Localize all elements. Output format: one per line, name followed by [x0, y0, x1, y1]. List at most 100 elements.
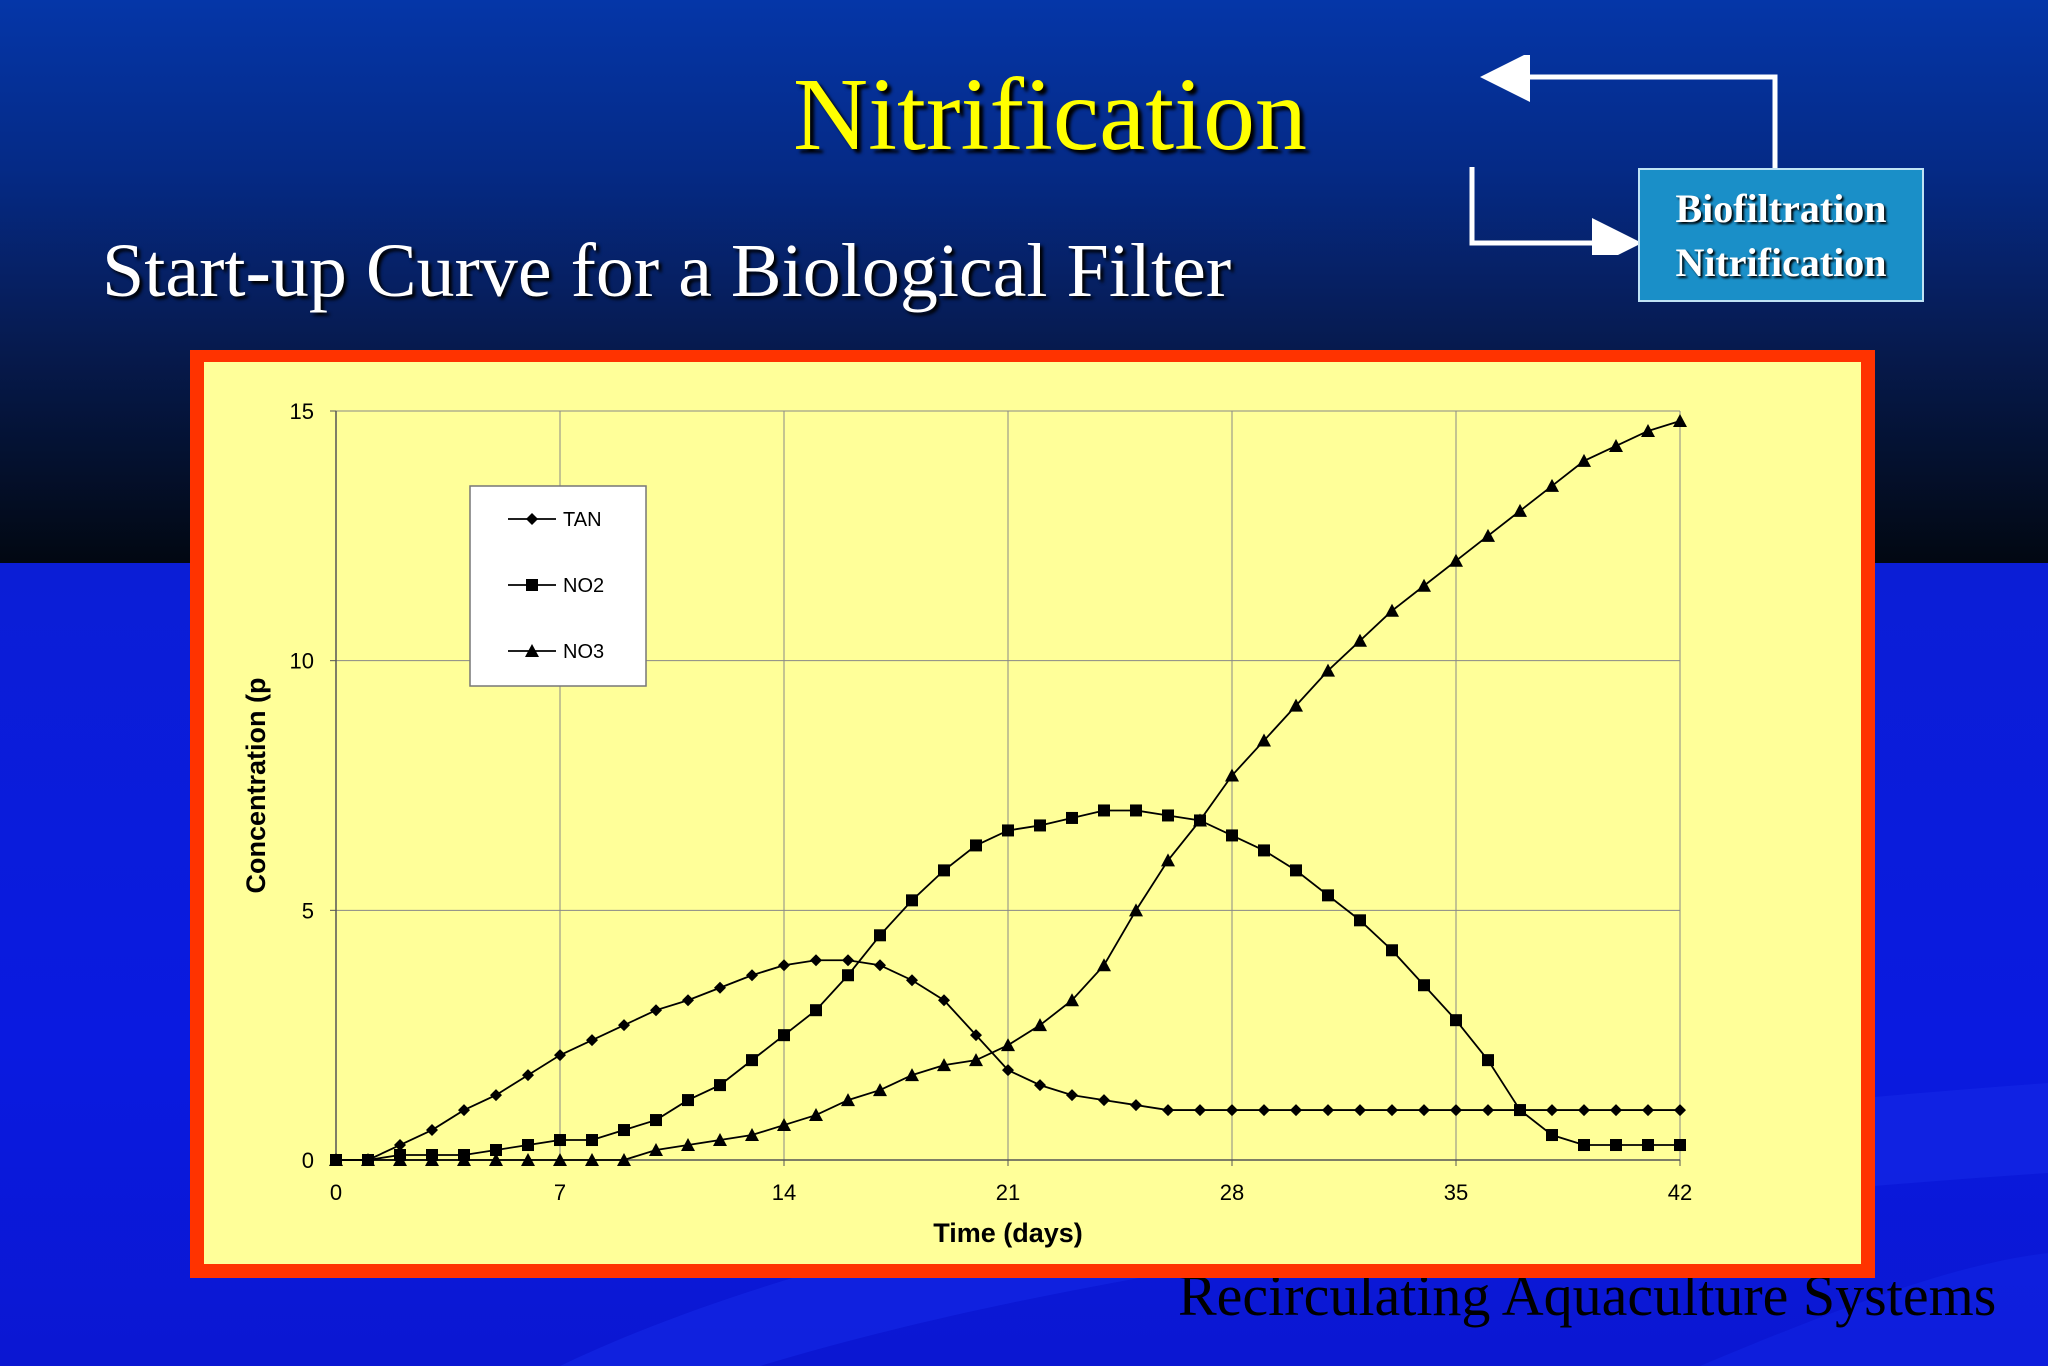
x-tick-label: 0: [330, 1180, 342, 1205]
data-point-tan: [1354, 1104, 1366, 1117]
data-point-tan: [906, 974, 918, 987]
data-point-no2: [1354, 914, 1366, 927]
data-point-no2: [1130, 804, 1142, 817]
x-tick-label: 21: [996, 1180, 1020, 1205]
data-point-tan: [554, 1049, 566, 1062]
data-point-tan: [650, 1004, 662, 1017]
data-point-no2: [618, 1124, 630, 1137]
data-point-no2: [810, 1004, 822, 1017]
data-point-no3: [361, 1153, 375, 1166]
data-point-tan: [778, 959, 790, 972]
data-point-no2: [1066, 811, 1078, 824]
data-point-tan: [1642, 1104, 1654, 1117]
data-point-no3: [1321, 663, 1335, 677]
slide-subtitle: Start-up Curve for a Biological Filter: [102, 229, 1232, 313]
data-point-no3: [1353, 633, 1367, 647]
data-point-tan: [426, 1124, 438, 1137]
slide-title: Nitrification: [792, 57, 1308, 172]
data-point-no2: [970, 839, 982, 852]
data-point-no2: [1450, 1014, 1462, 1027]
return-arrow: [1480, 55, 1778, 168]
data-point-tan: [1290, 1104, 1302, 1117]
data-point-tan: [1258, 1104, 1270, 1117]
data-point-no3: [841, 1093, 855, 1107]
data-point-tan: [1386, 1104, 1398, 1117]
y-tick-label: 15: [290, 399, 314, 424]
series-no2: [330, 804, 1686, 1166]
data-point-no3: [1609, 438, 1623, 452]
data-point-no3: [1161, 853, 1175, 867]
data-point-no2: [522, 1139, 534, 1152]
data-point-no3: [553, 1153, 567, 1166]
data-point-tan: [842, 954, 854, 967]
data-point-no2: [1258, 844, 1270, 857]
data-point-no3: [873, 1083, 887, 1097]
y-tick-label: 5: [302, 898, 314, 923]
legend-marker-no3: [525, 644, 539, 657]
data-point-no3: [1225, 768, 1239, 782]
data-point-no3: [1033, 1018, 1047, 1032]
data-point-no3: [1385, 603, 1399, 617]
data-point-no2: [1546, 1129, 1558, 1142]
data-point-tan: [970, 1029, 982, 1042]
y-tick-label: 0: [302, 1148, 314, 1173]
x-tick-label: 14: [772, 1180, 796, 1205]
data-point-tan: [1482, 1104, 1494, 1117]
data-point-no3: [937, 1058, 951, 1072]
legend-box: [469, 485, 647, 687]
data-point-no3: [1129, 903, 1143, 917]
data-point-tan: [522, 1069, 534, 1082]
data-point-tan: [1162, 1104, 1174, 1117]
input-arrow: [1469, 167, 1642, 255]
chart-frame: 0 7 14 21 28 35 42 0 5 10 15 Time (days) Concentrati…: [190, 350, 1875, 1278]
data-point-tan: [394, 1139, 406, 1152]
data-point-no3: [617, 1153, 631, 1166]
data-point-no3: [1257, 733, 1271, 747]
data-point-tan: [874, 959, 886, 972]
biofiltration-box: Biofiltration Nitrification: [1638, 168, 1924, 302]
data-point-no3: [1577, 453, 1591, 467]
data-point-no2: [554, 1134, 566, 1147]
data-point-tan: [1322, 1104, 1334, 1117]
data-point-tan: [618, 1019, 630, 1032]
data-point-tan: [1418, 1104, 1430, 1117]
data-point-no2: [490, 1144, 502, 1157]
legend-label-no3: NO3: [563, 641, 604, 663]
data-point-tan: [1034, 1079, 1046, 1092]
data-point-no2: [714, 1079, 726, 1092]
legend: TAN NO2 NO3: [469, 485, 647, 687]
axes: 0 7 14 21 28 35 42 0 5 10 15 Time (days) Concentrati…: [241, 399, 1692, 1248]
data-point-tan: [1610, 1104, 1622, 1117]
data-point-no2: [1610, 1139, 1622, 1152]
data-point-tan: [938, 994, 950, 1007]
data-point-tan: [1674, 1104, 1686, 1117]
data-point-no3: [713, 1133, 727, 1147]
data-point-no3: [1641, 423, 1655, 437]
data-point-no2: [746, 1054, 758, 1067]
data-point-no3: [1193, 813, 1207, 827]
series-no3: [329, 413, 1687, 1166]
box-line-1: Biofiltration: [1675, 186, 1887, 231]
data-point-no2: [682, 1094, 694, 1107]
data-point-tan: [810, 954, 822, 967]
data-point-tan: [1098, 1094, 1110, 1107]
data-point-no2: [1386, 944, 1398, 957]
data-point-no3: [745, 1128, 759, 1142]
data-point-no2: [938, 864, 950, 877]
box-line-2: Nitrification: [1675, 240, 1887, 285]
y-tick-label: 10: [290, 649, 314, 674]
data-point-no3: [1289, 698, 1303, 712]
data-point-no2: [1162, 809, 1174, 822]
data-point-no3: [1673, 413, 1687, 427]
data-point-no3: [777, 1118, 791, 1132]
data-point-no3: [1097, 958, 1111, 972]
data-point-tan: [1130, 1099, 1142, 1112]
data-point-no3: [585, 1153, 599, 1166]
x-tick-label: 28: [1220, 1180, 1244, 1205]
data-point-no3: [681, 1138, 695, 1152]
y-axis-label: Concentration (p: [241, 678, 271, 894]
data-point-no3: [393, 1153, 407, 1166]
data-point-tan: [1450, 1104, 1462, 1117]
legend-marker-tan: [526, 513, 538, 525]
data-point-no2: [1002, 824, 1014, 837]
